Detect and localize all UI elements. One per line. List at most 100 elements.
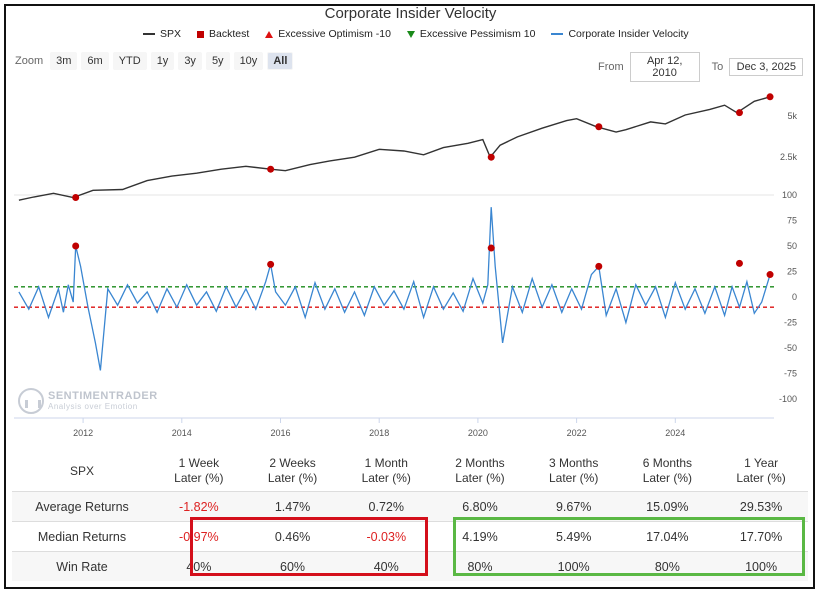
row-label: Average Returns — [12, 491, 152, 522]
backtest-marker-velocity — [735, 259, 743, 267]
from-label: From — [598, 61, 624, 73]
zoom-3y-button[interactable]: 3y — [178, 52, 202, 70]
y-tick-label: -75 — [784, 369, 797, 379]
table-cell: 40% — [339, 551, 434, 581]
table-cell: 5.49% — [526, 521, 621, 552]
x-tick-label: 2018 — [369, 428, 389, 438]
table-cell: 80% — [620, 551, 715, 581]
watermark-tagline: Analysis over Emotion — [48, 402, 138, 411]
table-header-1y: 1 Year Later (%) — [736, 456, 786, 485]
table-cell: 15.09% — [620, 491, 715, 522]
from-date-input[interactable]: Apr 12, 2010 — [629, 52, 700, 82]
red-triangle-icon — [265, 30, 274, 38]
short-term-highlight-box — [190, 517, 428, 576]
green-triangle-icon — [406, 30, 415, 38]
table-cell: 0.46% — [245, 521, 340, 552]
x-tick-label: 2012 — [73, 428, 93, 438]
date-range: From Apr 12, 2010 To Dec 3, 2025 — [598, 52, 804, 82]
y-tick-label: -25 — [784, 318, 797, 328]
backtest-marker-velocity — [487, 244, 495, 252]
table-cell: 9.67% — [526, 491, 621, 522]
spx-series-line — [18, 96, 771, 201]
table-row: Average Returns -1.82% 1.47% 0.72% 6.80%… — [12, 491, 808, 522]
table-cell: 0.72% — [339, 491, 434, 522]
table-header-6m: 6 Months Later (%) — [642, 456, 693, 485]
table-row: Median Returns -0.97% 0.46% -0.03% 4.19%… — [12, 521, 808, 552]
row-label: Median Returns — [12, 521, 152, 552]
table-cell: -1.82% — [152, 491, 246, 522]
y-tick-label: 50 — [787, 241, 797, 251]
long-term-highlight-box — [453, 517, 805, 576]
table-header-2w: 2 Weeks Later (%) — [267, 456, 318, 485]
zoom-6m-button[interactable]: 6m — [81, 52, 109, 70]
table-cell: 17.04% — [620, 521, 715, 552]
zoom-10y-button[interactable]: 10y — [233, 52, 264, 70]
y-tick-label: 0 — [792, 292, 797, 302]
spx-line-icon — [143, 33, 155, 35]
table-row: Win Rate 40% 60% 40% 80% 100% 80% 100% — [12, 551, 808, 581]
zoom-controls: Zoom 3m 6m YTD 1y 3y 5y 10y All — [15, 52, 294, 70]
x-tick-label: 2024 — [665, 428, 685, 438]
x-tick-label: 2014 — [172, 428, 192, 438]
sentimentrader-watermark: SENTIMENTRADER Analysis over Emotion — [18, 388, 158, 414]
legend-item-spx[interactable]: SPX — [143, 28, 181, 40]
x-tick-label: 2016 — [270, 428, 290, 438]
y-tick-label: -100 — [779, 394, 797, 404]
to-label: To — [711, 61, 724, 73]
backtest-marker-spx — [735, 109, 743, 117]
y-tick-label: 75 — [787, 216, 797, 226]
y-tick-label: 25 — [787, 267, 797, 277]
legend-item-excessive-optimism[interactable]: Excessive Optimism -10 — [265, 28, 391, 40]
legend-item-backtest[interactable]: Backtest — [197, 28, 249, 40]
table-cell: 100% — [714, 551, 808, 581]
chart-title: Corporate Insider Velocity — [324, 5, 497, 22]
table-header-row: SPX 1 Week Later (%) 2 Weeks Later (%) 1 M… — [12, 451, 808, 492]
backtest-marker-spx — [487, 153, 495, 161]
table-header-spx: SPX — [69, 463, 94, 478]
backtest-marker-velocity — [595, 262, 603, 270]
table-cell: 4.19% — [433, 521, 527, 552]
x-tick-label: 2022 — [567, 428, 587, 438]
table-cell: 17.70% — [714, 521, 808, 552]
zoom-5y-button[interactable]: 5y — [205, 52, 230, 70]
table-header-3m: 3 Months Later (%) — [548, 456, 599, 485]
backtest-square-icon — [197, 30, 205, 38]
y-tick-label: 100 — [782, 190, 797, 200]
insider-velocity-series-line — [18, 207, 771, 371]
table-cell: 6.80% — [433, 491, 527, 522]
table-cell: -0.97% — [152, 521, 246, 552]
row-label: Win Rate — [12, 551, 152, 581]
table-cell: 29.53% — [714, 491, 808, 522]
to-date-input[interactable]: Dec 3, 2025 — [729, 58, 804, 76]
backtest-marker-spx — [72, 193, 80, 201]
sentimentrader-logo-icon — [18, 388, 44, 414]
table-cell: 100% — [526, 551, 621, 581]
backtest-marker-velocity — [72, 242, 80, 250]
backtest-marker-spx — [267, 165, 275, 173]
backtest-marker-spx — [595, 123, 603, 131]
table-header-1w: 1 Week Later (%) — [174, 456, 224, 485]
zoom-1y-button[interactable]: 1y — [150, 52, 175, 70]
zoom-all-button[interactable]: All — [267, 52, 294, 70]
zoom-label: Zoom — [15, 55, 44, 67]
backtest-marker-velocity — [267, 260, 275, 268]
y-tick-label: -50 — [784, 343, 797, 353]
returns-table: SPX 1 Week Later (%) 2 Weeks Later (%) 1 M… — [12, 451, 808, 581]
legend: SPX Backtest Excessive Optimism -10 Exce… — [143, 28, 689, 40]
table-cell: 60% — [245, 551, 340, 581]
legend-item-excessive-pessimism[interactable]: Excessive Pessimism 10 — [406, 28, 535, 40]
x-tick-label: 2020 — [468, 428, 488, 438]
backtest-marker-spx — [766, 93, 774, 101]
chart-svg: 2.5k 5k 100 75 50 25 0 -25 -50 -75 -100 2012 2014 201… — [14, 93, 798, 438]
zoom-ytd-button[interactable]: YTD — [112, 52, 147, 70]
zoom-3m-button[interactable]: 3m — [50, 52, 78, 70]
legend-item-insider-velocity[interactable]: Corporate Insider Velocity — [551, 28, 689, 40]
backtest-marker-velocity — [766, 271, 774, 279]
table-header-2m: 2 Months Later (%) — [455, 456, 505, 485]
y-tick-label: 2.5k — [780, 152, 798, 162]
velocity-line-icon — [551, 33, 564, 35]
table-cell: -0.03% — [339, 521, 434, 552]
table-cell: 80% — [433, 551, 527, 581]
table-cell: 1.47% — [245, 491, 340, 522]
watermark-name: SENTIMENTRADER — [48, 390, 158, 402]
